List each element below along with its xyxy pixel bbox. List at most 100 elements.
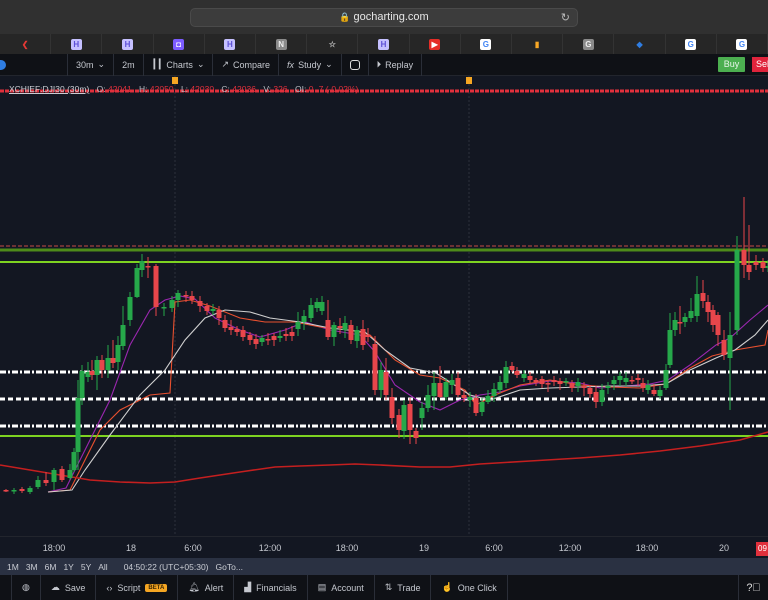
goto-button[interactable]: GoTo... [215, 561, 243, 572]
sell-button[interactable]: Sell [752, 57, 768, 72]
bookmark-6[interactable]: ☆ [307, 34, 359, 54]
bear-candle [228, 327, 234, 330]
price-chart[interactable] [0, 76, 768, 536]
event-marker-icon[interactable] [172, 77, 178, 84]
bear-candle [110, 358, 116, 363]
bookmark-5[interactable]: N [256, 34, 308, 54]
bookmark-10[interactable]: ▮ [512, 34, 564, 54]
account-button[interactable]: ▤ Account [308, 575, 375, 600]
bear-candle [581, 386, 587, 388]
bookmark-0[interactable]: ❮ [0, 34, 52, 54]
range-1y[interactable]: 1Y [63, 561, 74, 572]
compare-icon: ↗ [221, 59, 230, 69]
replay-button[interactable]: ⏵ Replay [369, 53, 423, 76]
bull-candle [485, 396, 491, 402]
study-dropdown[interactable]: fx Study ⌄ [279, 53, 342, 76]
bear-candle [753, 262, 759, 265]
bookmark-2[interactable]: H [102, 34, 154, 54]
theme-button[interactable]: ◍ [12, 575, 41, 600]
bookmark-7[interactable]: H [358, 34, 410, 54]
bull-candle [765, 266, 768, 268]
chart-canvas[interactable] [0, 76, 768, 536]
bull-candle [161, 307, 167, 309]
bookmark-4[interactable]: H [205, 34, 257, 54]
range-all[interactable]: All [98, 561, 108, 572]
help-button[interactable]: ?⃝ [738, 575, 768, 600]
bull-candle [120, 325, 126, 346]
time-tick: 18:00 [635, 543, 659, 553]
bookmark-9[interactable]: G [461, 34, 513, 54]
range-5y[interactable]: 5Y [80, 561, 92, 572]
chart-toolbar: 30m ⌄ 2m ┃┃ Charts ⌄ ↗ Compare fx Study ⌄ ⏵ Rep… [0, 53, 768, 76]
range-1m[interactable]: 1M [7, 561, 19, 572]
interval-dropdown[interactable]: 30m ⌄ [68, 53, 115, 76]
bear-candle [253, 339, 259, 344]
one-click-button[interactable]: ☝ One Click [431, 575, 508, 600]
study-label: Study [298, 59, 322, 70]
google-icon: G [736, 38, 748, 50]
candlestick-icon: ┃┃ [151, 59, 163, 69]
bear-candle [183, 295, 189, 297]
purple-square-icon: ◘ [173, 38, 185, 50]
volume-value: 326 [273, 84, 288, 94]
bookmark-3[interactable]: ◘ [154, 34, 205, 54]
trade-button[interactable]: ⇅ Trade [375, 575, 432, 600]
bookmark-1[interactable]: H [51, 34, 103, 54]
bull-candle [688, 311, 694, 318]
bookmark-8[interactable]: ▶ [410, 34, 461, 54]
trade-label: Trade [397, 582, 421, 593]
symbol-name[interactable]: XCHIEF:DJI30 (30m) [9, 84, 90, 94]
bookmark-13[interactable]: G [666, 34, 717, 54]
bookmarks-bar: ❮ H H ◘ H N ☆ H ▶ G ▮ G ◆ G G [0, 34, 768, 54]
open-label: O: [96, 84, 106, 94]
change-value: -7 [315, 84, 324, 94]
instagram-button[interactable] [342, 53, 369, 76]
bear-candle [222, 320, 228, 328]
bear-candle [569, 383, 575, 388]
bull-candle [175, 293, 181, 300]
bear-candle [348, 325, 354, 340]
event-marker-icon[interactable] [466, 77, 472, 84]
address-field[interactable]: 🔒 gocharting.com ↻ [190, 8, 578, 27]
white-ma-line [47, 309, 768, 493]
bull-candle [75, 398, 81, 452]
symbol-area[interactable] [0, 53, 68, 76]
code-icon: ‹› [106, 582, 113, 593]
reload-icon[interactable]: ↻ [560, 12, 570, 24]
fx-icon: fx [287, 59, 295, 70]
time-axis[interactable]: 18:00 18 6:00 12:00 18:00 19 6:00 12:00 18:00 20 [0, 536, 768, 558]
bookmark-12[interactable]: ◆ [614, 34, 666, 54]
bear-candle [365, 335, 371, 337]
financials-button[interactable]: ▟ Financials [234, 575, 308, 600]
bear-candle [407, 404, 413, 430]
bookmark-11[interactable]: G [563, 34, 615, 54]
alert-button[interactable]: 🔔︎ Alert [178, 575, 235, 600]
purple-h-icon: H [378, 38, 390, 50]
charts-dropdown[interactable]: ┃┃ Charts ⌄ [144, 53, 214, 76]
google-icon: G [480, 38, 492, 50]
save-button[interactable]: ☁ Save [41, 575, 97, 600]
buy-button[interactable]: Buy [718, 57, 745, 72]
range-3m[interactable]: 3M [25, 561, 38, 572]
close-label: C: [221, 84, 230, 94]
low-value: 42030 [190, 84, 215, 94]
compare-button[interactable]: ↗ Compare [213, 53, 280, 76]
time-tick: 20 [718, 543, 730, 553]
script-button[interactable]: ‹› Script BETA [96, 575, 179, 600]
bear-candle [635, 378, 641, 380]
bull-candle [727, 335, 733, 358]
bull-candle [449, 380, 455, 385]
close-value: 42036 [232, 84, 256, 94]
bull-candle [51, 470, 57, 482]
time-tick: 6:00 [184, 543, 202, 553]
bookmark-14[interactable]: G [717, 34, 768, 54]
bull-candle [563, 381, 569, 383]
sub-interval-button[interactable]: 2m [114, 53, 144, 76]
bear-candle [89, 371, 95, 375]
bull-candle [319, 302, 325, 311]
bull-candle [425, 395, 431, 408]
chevron-down-icon: ⌄ [325, 59, 333, 69]
cloud-icon: ☁ [50, 582, 60, 592]
range-6m[interactable]: 6M [44, 561, 57, 572]
google-icon: G [685, 38, 697, 50]
